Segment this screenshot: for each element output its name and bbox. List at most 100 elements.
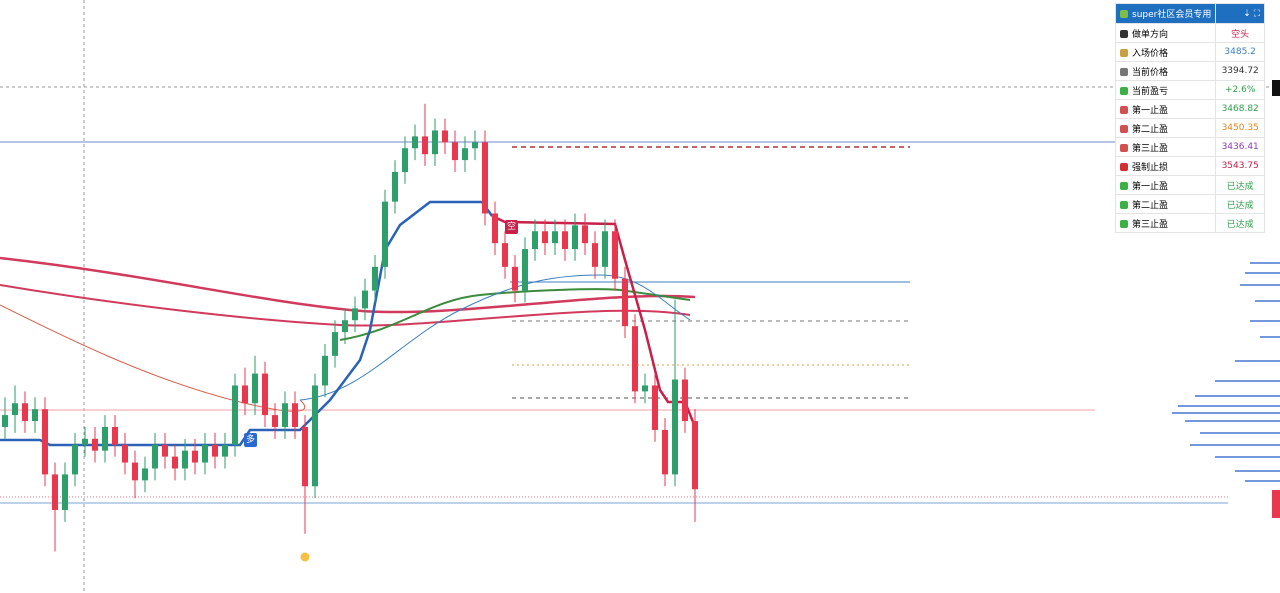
candle-body <box>162 444 168 457</box>
candle-body <box>182 450 188 469</box>
row-label-cell: 当前价格 <box>1114 61 1217 81</box>
candle-body <box>612 231 618 279</box>
row-value: 3450.35 <box>1221 123 1259 133</box>
row-label: 做单方向 <box>1132 29 1169 40</box>
row-label-cell: 第二止盈 <box>1114 194 1217 214</box>
row-label: 入场价格 <box>1132 48 1169 59</box>
row-label: 第二止盈 <box>1132 124 1169 135</box>
candle-body <box>72 444 78 475</box>
row-value: 3394.72 <box>1221 66 1259 76</box>
row-value-cell: 已达成 <box>1215 175 1265 195</box>
candle-body <box>222 444 228 457</box>
panel-row: 当前盈亏 +2.6% <box>1114 80 1265 100</box>
candle-body <box>632 326 638 392</box>
candle-body <box>312 385 318 487</box>
row-icon <box>1120 181 1128 190</box>
candle-body <box>482 142 488 214</box>
candle-body <box>562 231 568 250</box>
candle-body <box>132 462 138 481</box>
candle-body <box>512 266 518 291</box>
row-value: 已达成 <box>1226 181 1254 192</box>
row-icon <box>1120 86 1128 95</box>
candle-body <box>242 385 248 404</box>
signal-panel: super社区会员专用 ⇣ ⛶ 做单方向 空头 入场价格 3485.2 当前价格 3394.… <box>1114 3 1265 233</box>
candle-body <box>282 403 288 427</box>
row-value: 已达成 <box>1226 219 1254 230</box>
panel-row: 第三止盈 已达成 <box>1114 213 1265 233</box>
row-icon <box>1120 105 1128 114</box>
row-value: 3543.75 <box>1221 161 1259 171</box>
candle-body <box>592 243 598 267</box>
candle-body <box>372 266 378 291</box>
candle-body <box>582 225 588 244</box>
panel-row: 做单方向 空头 <box>1114 23 1265 43</box>
candle-body <box>262 373 268 416</box>
row-label: 第三止盈 <box>1132 143 1169 154</box>
candle-body <box>352 308 358 321</box>
ma-green <box>339 288 691 341</box>
candle-body <box>522 249 528 291</box>
candle-body <box>12 403 18 416</box>
panel-row: 入场价格 3485.2 <box>1114 42 1265 62</box>
panel-row: 强制止损 3543.75 <box>1114 156 1265 176</box>
candle-body <box>362 290 368 309</box>
candles <box>2 103 698 552</box>
candle-body <box>662 429 668 475</box>
row-value-cell: 3450.35 <box>1215 118 1265 138</box>
candle-body <box>192 450 198 463</box>
ma-short <box>0 304 306 412</box>
candle-body <box>462 148 468 161</box>
candle-body <box>32 409 38 422</box>
candle-body <box>602 231 608 267</box>
trail-long <box>0 200 494 447</box>
row-icon <box>1120 162 1128 171</box>
price-tag <box>1272 490 1280 518</box>
row-label-cell: 第一止盈 <box>1114 175 1217 195</box>
row-label-cell: 当前盈亏 <box>1114 80 1217 100</box>
candle-body <box>2 415 8 427</box>
row-label-cell: 做单方向 <box>1114 23 1217 43</box>
candle-body <box>502 243 508 267</box>
volume-profile <box>1172 262 1280 482</box>
candle-body <box>292 403 298 427</box>
row-value: 已达成 <box>1226 200 1254 211</box>
row-label-cell: 入场价格 <box>1114 42 1217 62</box>
row-value-cell: 已达成 <box>1215 194 1265 214</box>
row-value: 3436.41 <box>1221 142 1259 152</box>
candle-body <box>652 385 658 430</box>
row-label: 第二止盈 <box>1132 200 1169 211</box>
candle-body <box>272 415 278 427</box>
row-icon <box>1120 143 1128 152</box>
candle-body <box>142 468 148 481</box>
price-tag <box>1272 80 1280 96</box>
row-value-cell: 空头 <box>1215 23 1265 43</box>
panel-row: 第三止盈 3436.41 <box>1114 137 1265 157</box>
row-icon <box>1120 200 1128 209</box>
row-icon <box>1120 67 1128 76</box>
row-value: 空头 <box>1231 29 1250 40</box>
panel-row: 第二止盈 3450.35 <box>1114 118 1265 138</box>
candle-body <box>232 385 238 445</box>
panel-controls[interactable]: ⇣ ⛶ <box>1215 3 1265 24</box>
candle-body <box>472 142 478 149</box>
candle-body <box>302 426 308 487</box>
candle-body <box>532 231 538 250</box>
candle-body <box>92 438 98 451</box>
candle-body <box>442 130 448 143</box>
candle-body <box>152 444 158 469</box>
candle-body <box>212 444 218 457</box>
row-label: 当前价格 <box>1132 67 1169 78</box>
row-icon <box>1120 48 1128 57</box>
candle-body <box>392 171 398 202</box>
short-marker: 空 <box>505 220 518 234</box>
candle-body <box>342 320 348 333</box>
candle-body <box>42 409 48 475</box>
row-label: 第一止盈 <box>1132 105 1169 116</box>
row-value-cell: 3485.2 <box>1215 42 1265 62</box>
row-label-cell: 第三止盈 <box>1114 213 1217 233</box>
candle-body <box>102 426 108 451</box>
trail-short <box>491 214 699 433</box>
candle-body <box>542 231 548 244</box>
long-marker: 多 <box>244 433 257 447</box>
